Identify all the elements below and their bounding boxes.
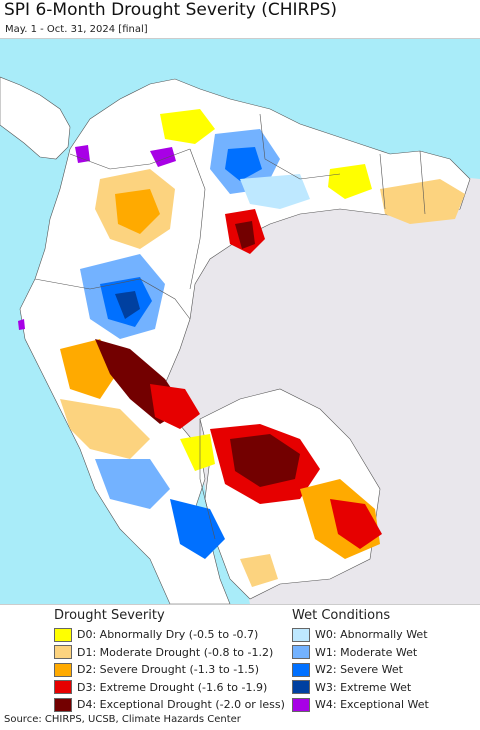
- legend-swatch-w4: [292, 697, 310, 712]
- legend-label-w3: W3: Extreme Wet: [315, 680, 412, 694]
- drought-legend: Drought Severity D0: Abnormally Dry (-0.…: [54, 608, 285, 714]
- legend-label-w0: W0: Abnormally Wet: [315, 628, 428, 642]
- legend-item-d0: D0: Abnormally Dry (-0.5 to -0.7): [54, 626, 285, 644]
- map-title: SPI 6-Month Drought Severity (CHIRPS): [4, 0, 338, 20]
- legend-label-w1: W1: Moderate Wet: [315, 645, 418, 659]
- legend-label-d3: D3: Extreme Drought (-1.6 to -1.9): [77, 680, 268, 694]
- legend-swatch-d0: [54, 627, 72, 642]
- source-credit: Source: CHIRPS, UCSB, Climate Hazards Ce…: [4, 714, 241, 725]
- country-borders: [34, 113, 426, 540]
- legend: Drought Severity D0: Abnormally Dry (-0.…: [0, 604, 480, 712]
- legend-item-w4: W4: Exceptional Wet: [292, 696, 429, 714]
- wet-legend: Wet Conditions W0: Abnormally Wet W1: Mo…: [292, 608, 429, 714]
- legend-label-d2: D2: Severe Drought (-1.3 to -1.5): [77, 663, 260, 677]
- legend-label-d0: D0: Abnormally Dry (-0.5 to -0.7): [77, 628, 259, 642]
- legend-swatch-d1: [54, 645, 72, 660]
- legend-label-w2: W2: Severe Wet: [315, 663, 403, 677]
- drought-map-svg: [0, 39, 480, 604]
- legend-item-w3: W3: Extreme Wet: [292, 679, 429, 697]
- drought-legend-heading: Drought Severity: [54, 608, 165, 623]
- legend-label-w4: W4: Exceptional Wet: [315, 698, 429, 712]
- legend-swatch-d4: [54, 697, 72, 712]
- legend-swatch-w3: [292, 680, 310, 695]
- legend-swatch-d2: [54, 662, 72, 677]
- legend-swatch-w1: [292, 645, 310, 660]
- legend-swatch-w2: [292, 662, 310, 677]
- legend-item-d1: D1: Moderate Drought (-0.8 to -1.2): [54, 644, 285, 662]
- legend-item-w0: W0: Abnormally Wet: [292, 626, 429, 644]
- legend-item-w1: W1: Moderate Wet: [292, 644, 429, 662]
- legend-label-d4: D4: Exceptional Drought (-2.0 or less): [77, 698, 285, 712]
- map-subtitle: May. 1 - Oct. 31, 2024 [final]: [5, 24, 148, 35]
- drought-map: [0, 38, 480, 605]
- legend-item-w2: W2: Severe Wet: [292, 661, 429, 679]
- legend-item-d4: D4: Exceptional Drought (-2.0 or less): [54, 696, 285, 714]
- legend-item-d2: D2: Severe Drought (-1.3 to -1.5): [54, 661, 285, 679]
- wet-legend-heading: Wet Conditions: [292, 608, 391, 623]
- legend-label-d1: D1: Moderate Drought (-0.8 to -1.2): [77, 645, 274, 659]
- legend-swatch-d3: [54, 680, 72, 695]
- legend-item-d3: D3: Extreme Drought (-1.6 to -1.9): [54, 679, 285, 697]
- central-america-land: [0, 76, 71, 160]
- anomaly-patches: [18, 109, 465, 587]
- legend-swatch-w0: [292, 627, 310, 642]
